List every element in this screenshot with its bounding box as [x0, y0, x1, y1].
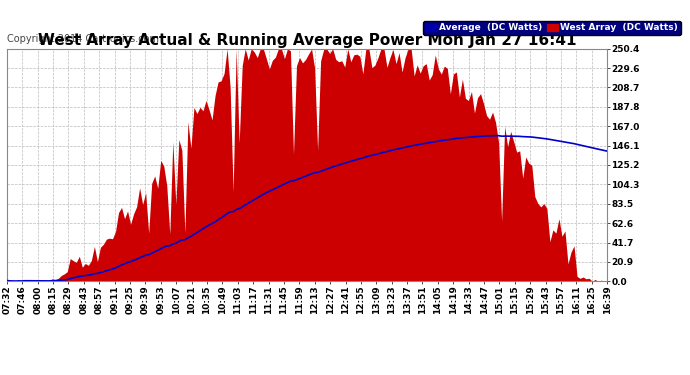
Title: West Array Actual & Running Average Power Mon Jan 27 16:41: West Array Actual & Running Average Powe…: [38, 33, 576, 48]
Legend: Average  (DC Watts), West Array  (DC Watts): Average (DC Watts), West Array (DC Watts…: [423, 21, 681, 35]
Text: Copyright 2014 Cartronics.com: Copyright 2014 Cartronics.com: [7, 34, 159, 44]
